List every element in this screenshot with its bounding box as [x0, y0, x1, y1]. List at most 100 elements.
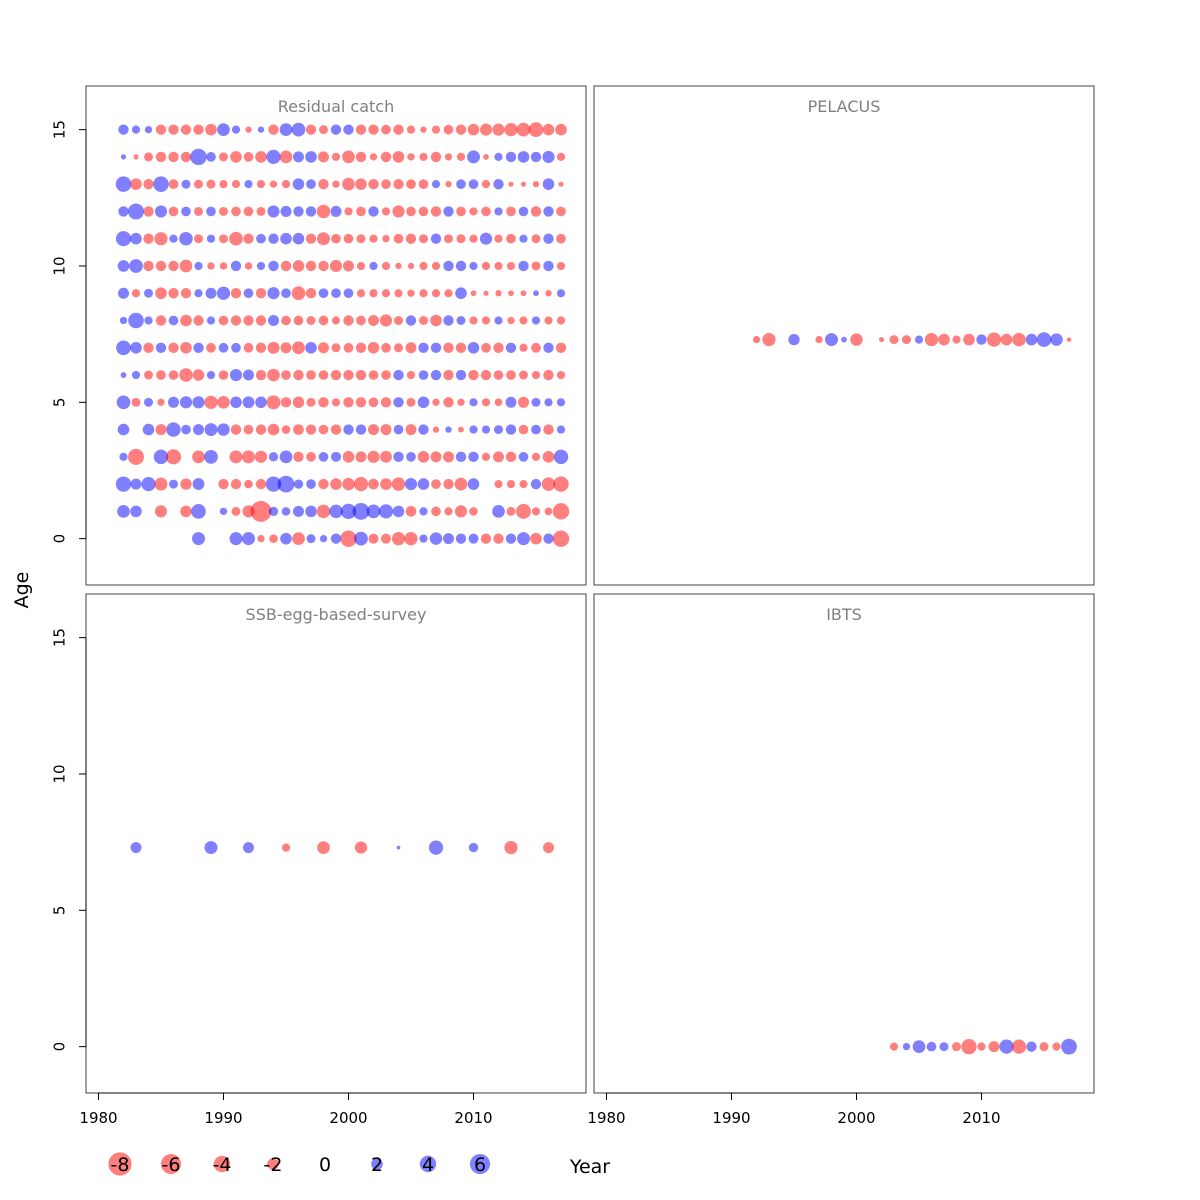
residual-bubble: [319, 534, 328, 543]
residual-bubble: [117, 505, 130, 518]
residual-bubble: [243, 152, 254, 162]
residual-bubble: [168, 206, 179, 217]
x-tick-label: 2010: [962, 1109, 1000, 1127]
residual-bubble: [517, 532, 530, 546]
residual-bubble: [293, 424, 304, 435]
residual-bubble: [368, 206, 379, 217]
residual-bubble: [986, 332, 1002, 347]
residual-bubble: [230, 424, 242, 435]
residual-bubble: [531, 397, 541, 407]
residual-bubble: [243, 369, 254, 381]
residual-bubble: [481, 425, 491, 434]
residual-bubble: [455, 342, 467, 353]
residual-bubble: [443, 260, 454, 272]
residual-bubble: [468, 533, 479, 544]
residual-bubble: [445, 426, 452, 433]
residual-bubble: [204, 395, 218, 409]
legend-bubble: [267, 1158, 279, 1170]
panel-title: IBTS: [826, 605, 862, 624]
residual-bubble: [179, 231, 193, 246]
residual-bubble: [280, 397, 292, 408]
residual-bubble: [483, 290, 489, 296]
residual-bubble: [367, 341, 380, 354]
residual-bubble: [255, 369, 267, 381]
residual-bubble: [120, 372, 127, 378]
residual-bubble: [306, 534, 316, 544]
x-axis-label: Year: [569, 1156, 610, 1178]
residual-bubble: [533, 290, 539, 297]
residual-bubble: [256, 206, 266, 216]
residual-bubble: [169, 234, 178, 243]
residual-bubble: [431, 506, 441, 517]
residual-bubble: [530, 206, 542, 217]
residual-bubble: [305, 341, 317, 354]
residual-bubble: [353, 477, 369, 492]
residual-bubble: [168, 315, 179, 326]
residual-bubble: [406, 125, 416, 134]
residual-bubble: [752, 335, 761, 344]
residual-bubble: [493, 342, 504, 353]
residual-bubble: [292, 232, 305, 245]
residual-bubble: [553, 476, 569, 492]
residual-bubble: [230, 288, 242, 299]
residual-bubble: [1036, 332, 1052, 347]
residual-bubble: [481, 452, 491, 461]
residual-bubble: [431, 261, 441, 271]
residual-bubble: [431, 479, 441, 489]
residual-bubble: [454, 477, 468, 491]
residual-bubble: [458, 426, 464, 433]
residual-bubble: [405, 424, 417, 436]
residual-bubble: [519, 370, 528, 380]
residual-bubble: [479, 232, 493, 245]
residual-bubble: [293, 151, 304, 163]
x-tick-label: 1990: [204, 1109, 242, 1127]
residual-bubble: [267, 368, 280, 382]
residual-bubble: [952, 335, 961, 344]
residual-bubble: [306, 179, 316, 190]
residual-bubble: [306, 451, 316, 462]
y-tick-label: 15: [51, 628, 69, 647]
residual-bubble: [206, 179, 216, 189]
residual-bubble: [191, 504, 206, 519]
residual-bubble: [267, 287, 280, 300]
residual-bubble: [179, 396, 193, 409]
residual-bubble: [479, 123, 493, 136]
residual-bubble: [516, 122, 531, 137]
residual-bubble: [505, 533, 517, 544]
legend-label: -8: [111, 1154, 130, 1176]
residual-bubble: [1061, 1038, 1077, 1055]
residual-bubble: [142, 423, 155, 436]
residual-bubble: [231, 125, 241, 134]
residual-bubble: [306, 370, 316, 380]
residual-bubble: [192, 532, 205, 546]
residual-bubble: [455, 451, 467, 463]
residual-bubble: [130, 341, 142, 354]
residual-bubble: [952, 1042, 961, 1052]
residual-bubble: [369, 261, 378, 271]
residual-bubble: [543, 260, 554, 272]
residual-bubble: [243, 206, 254, 217]
residual-bubble: [506, 233, 516, 244]
residual-bubble: [381, 124, 391, 135]
residual-bubble: [169, 479, 178, 489]
residual-bubble: [556, 206, 566, 217]
residual-bubble: [381, 289, 391, 298]
residual-bubble: [243, 424, 254, 435]
residual-bubble: [443, 369, 454, 381]
residual-bubble: [825, 333, 838, 347]
residual-bubble: [255, 478, 267, 490]
legend-bubble: [371, 1158, 383, 1170]
residual-bubble: [445, 180, 452, 188]
residual-bubble: [267, 341, 280, 354]
panel-1: Residual catch: [85, 85, 587, 586]
residual-bubble: [419, 316, 428, 325]
residual-bubble: [281, 315, 291, 326]
residual-bubble: [329, 259, 343, 273]
residual-bubble: [192, 369, 205, 381]
residual-bubble: [430, 342, 442, 353]
residual-bubble: [342, 150, 355, 164]
residual-bubble: [280, 342, 292, 354]
residual-bubble: [519, 343, 528, 352]
residual-bubble: [405, 315, 417, 326]
